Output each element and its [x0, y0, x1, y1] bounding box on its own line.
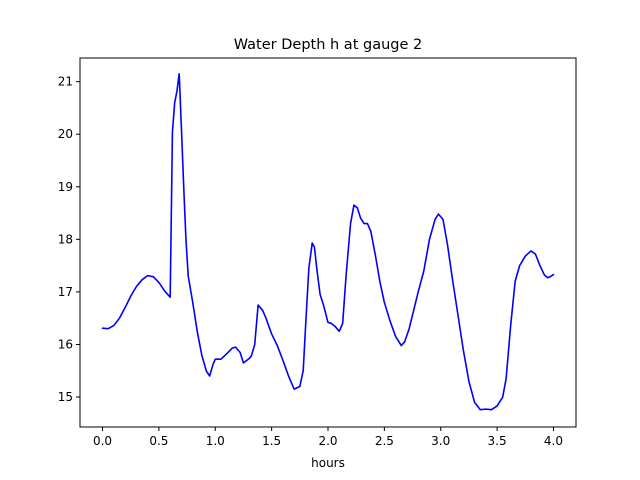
x-tick-label: 1.5: [262, 434, 281, 448]
x-tick-label: 2.5: [375, 434, 394, 448]
series-layer: [101, 72, 555, 411]
x-tick-label: 0.5: [149, 434, 168, 448]
y-tick-label: 18: [58, 232, 73, 246]
chart-title: Water Depth h at gauge 2: [234, 37, 422, 53]
x-tick-label: 3.0: [431, 434, 450, 448]
y-axis: 15 16 17 18 19 20 21: [58, 75, 80, 404]
y-tick-label: 16: [58, 337, 73, 351]
x-tick-label: 0.0: [93, 434, 112, 448]
y-tick-label: 20: [58, 127, 73, 141]
y-tick-label: 19: [58, 180, 73, 194]
y-tick-label: 15: [58, 390, 73, 404]
series-line-1: [101, 72, 555, 411]
x-tick-label: 2.0: [318, 434, 337, 448]
x-tick-label: 1.0: [206, 434, 225, 448]
x-tick-label: 3.5: [488, 434, 507, 448]
y-tick-label: 17: [58, 285, 73, 299]
y-tick-label: 21: [58, 75, 73, 89]
x-axis-label: hours: [311, 456, 345, 470]
x-axis: 0.0 0.5 1.0 1.5 2.0 2.5 3.0 3.5 4.0: [93, 427, 563, 448]
plot-frame: [79, 57, 577, 428]
x-tick-label: 4.0: [544, 434, 563, 448]
